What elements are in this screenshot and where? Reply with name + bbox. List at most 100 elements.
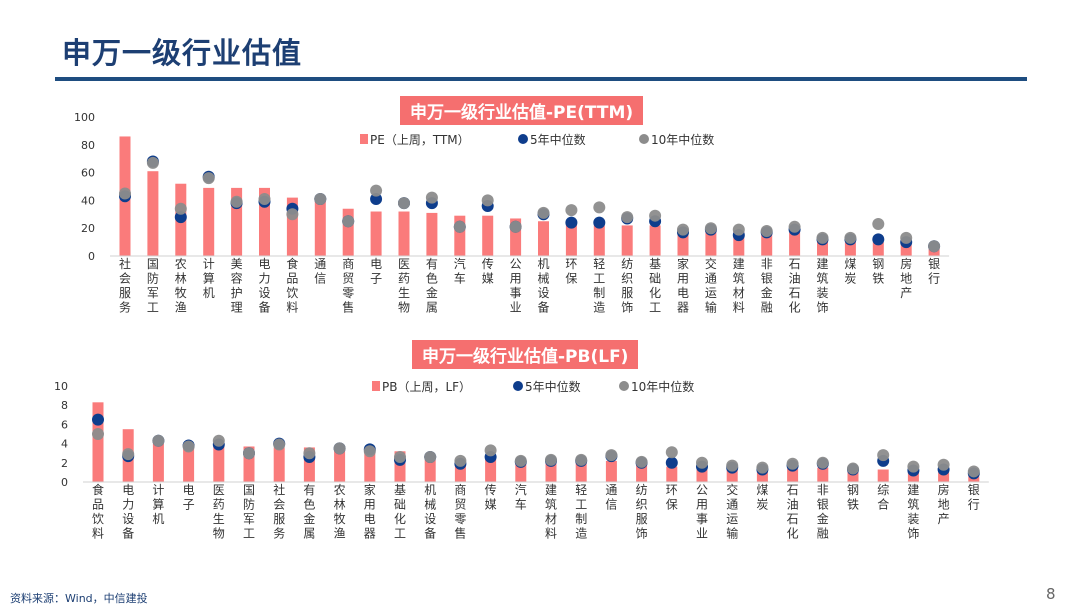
pb-median10-point-22 — [726, 459, 739, 472]
title-underline — [55, 77, 1027, 81]
pe-category-label-13: 汽车 — [454, 256, 466, 286]
pe-median10-point-27 — [844, 231, 857, 244]
pb-category-label-19: 纺织服饰 — [636, 483, 648, 541]
pb-legend-5y-label: 5年中位数 — [525, 379, 581, 394]
pe-bar-20 — [649, 225, 661, 256]
pb-bar-24 — [787, 468, 799, 482]
pb-bar-17 — [575, 461, 587, 482]
pb-median10-point-15 — [514, 454, 527, 467]
pe-median10-point-23 — [732, 223, 745, 236]
pb-median10-point-20 — [665, 446, 678, 459]
pe-category-label-27: 煤炭 — [844, 257, 856, 286]
pe-ytick-label: 100 — [74, 111, 95, 124]
pe-chart-title: 申万一级行业估值-PE(TTM) — [400, 96, 644, 125]
pe-category-label-5: 美容护理 — [231, 257, 243, 315]
pe-bar-16 — [538, 221, 549, 256]
pb-bar-27 — [877, 469, 889, 482]
pb-category-label-17: 轻工制造 — [575, 483, 587, 541]
pe-category-label-28: 钢铁 — [872, 257, 884, 286]
pb-category-label-26: 钢铁 — [847, 483, 859, 512]
pb-category-label-28: 建筑装饰 — [907, 483, 919, 541]
pb-ytick-label: 10 — [54, 380, 68, 393]
pb-median10-point-7 — [273, 438, 286, 451]
pb-bar-22 — [726, 468, 738, 482]
page-title: 申万一级行业估值 — [62, 36, 303, 70]
pb-legend-10y-swatch — [619, 381, 629, 391]
pe-median10-point-19 — [621, 211, 634, 224]
pb-category-label-6: 国防军工 — [243, 483, 255, 541]
pe-bar-30 — [928, 249, 940, 256]
pb-median10-point-19 — [635, 455, 648, 468]
pe-category-label-23: 建筑材料 — [733, 257, 745, 315]
pb-median10-point-12 — [424, 451, 437, 464]
pe-median10-point-22 — [704, 222, 717, 235]
pb-ytick-label: 4 — [61, 438, 68, 451]
pb-bar-6 — [243, 446, 255, 482]
pe-category-label-29: 房地产 — [900, 256, 912, 300]
pb-category-label-23: 煤炭 — [756, 483, 768, 512]
pe-bar-27 — [844, 242, 856, 256]
pe-median10-point-5 — [230, 195, 243, 208]
pe-category-label-12: 有色金属 — [426, 257, 438, 315]
pe-bar-5 — [231, 187, 243, 256]
pb-median10-point-28 — [907, 460, 920, 473]
pb-category-label-2: 电力设备 — [122, 483, 134, 541]
pb-category-label-20: 环保 — [666, 483, 678, 512]
pb-bar-18 — [605, 460, 617, 482]
pe-legend-5y-label: 5年中位数 — [530, 132, 586, 147]
pb-median10-point-5 — [212, 434, 225, 447]
pe-category-label-1: 社会服务 — [119, 256, 131, 315]
pb-legend-bar-label: PB（上周，LF） — [382, 380, 471, 394]
pe-category-label-6: 电力设备 — [258, 257, 270, 315]
pe-category-label-9: 商贸零售 — [342, 256, 354, 315]
pe-bar-19 — [621, 225, 633, 256]
pe-bar-22 — [705, 229, 717, 256]
pb-bar-19 — [636, 461, 648, 482]
pb-median10-point-24 — [786, 457, 799, 470]
pb-category-label-15: 汽车 — [515, 482, 527, 512]
pe-ytick-label: 40 — [81, 194, 95, 207]
pe-ytick-label: 0 — [88, 250, 95, 263]
pb-bar-7 — [273, 447, 285, 482]
pe-category-label-15: 公用事业 — [510, 257, 522, 315]
pe-median10-point-12 — [425, 191, 438, 204]
pb-median10-point-30 — [967, 465, 980, 478]
pb-median10-point-26 — [847, 462, 859, 475]
pb-ytick-label: 0 — [61, 476, 68, 489]
pb-bar-25 — [817, 467, 829, 482]
pe-legend-bar-swatch — [360, 134, 368, 144]
source-note: 资料来源：Wind，中信建投 — [10, 592, 148, 605]
pe-category-label-26: 建筑装饰 — [816, 257, 828, 315]
pb-category-label-22: 交通运输 — [726, 482, 738, 541]
pe-bar-25 — [789, 232, 801, 256]
pe-category-label-7: 食品饮料 — [286, 256, 298, 315]
pe-bar-2 — [147, 171, 159, 256]
pe-bar-12 — [426, 212, 438, 256]
pe-median10-point-17 — [565, 204, 578, 217]
pb-bar-1 — [92, 402, 104, 482]
pb-category-label-4: 电子 — [183, 483, 195, 512]
pe-bar-10 — [370, 211, 382, 256]
pe-median10-point-13 — [453, 220, 466, 233]
pe-median10-point-15 — [509, 220, 522, 233]
pe-bar-13 — [454, 215, 466, 256]
pe-median10-point-9 — [342, 215, 355, 228]
pe-bar-8 — [314, 200, 326, 256]
pb-category-label-10: 家用电器 — [364, 482, 376, 541]
pe-category-label-20: 基础化工 — [649, 257, 661, 315]
pe-bar-6 — [259, 187, 270, 256]
pe-category-label-18: 轻工制造 — [593, 257, 605, 315]
pe-category-label-19: 纺织服饰 — [621, 257, 633, 315]
pb-median10-point-8 — [303, 447, 316, 460]
pb-median10-point-1 — [92, 428, 104, 440]
pb-category-label-21: 公用事业 — [696, 483, 708, 541]
pe-bar-21 — [677, 228, 689, 256]
pe-category-label-11: 医药生物 — [398, 257, 410, 315]
pe-median10-point-25 — [788, 220, 801, 233]
pe-bar-24 — [761, 230, 773, 256]
pe-legend-5y-swatch — [518, 134, 528, 144]
pe-category-label-25: 石油石化 — [789, 257, 801, 315]
page-number: 8 — [1046, 585, 1056, 603]
pe-median5-point-10 — [370, 193, 383, 206]
pb-median10-point-21 — [696, 456, 708, 469]
